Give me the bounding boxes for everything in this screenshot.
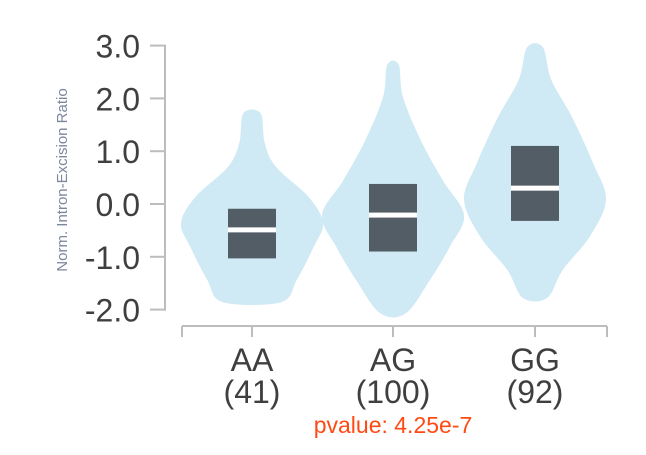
median-line-ag bbox=[369, 212, 417, 218]
median-line-gg bbox=[511, 185, 559, 191]
box-ag bbox=[369, 183, 417, 252]
box-gg bbox=[511, 145, 559, 221]
violins bbox=[180, 43, 607, 318]
x-count-label: (92) bbox=[507, 374, 564, 410]
y-tick-label: 0.0 bbox=[96, 187, 140, 223]
median-line-aa bbox=[228, 227, 276, 233]
x-tick-label: AA bbox=[231, 342, 274, 378]
pvalue-annotation: pvalue: 4.25e-7 bbox=[314, 412, 473, 438]
violin-aa bbox=[180, 109, 324, 305]
y-tick-label: 2.0 bbox=[96, 81, 140, 117]
x-count-label: (41) bbox=[224, 374, 281, 410]
x-tick-label: AG bbox=[370, 342, 416, 378]
y-tick-label: 1.0 bbox=[96, 134, 140, 170]
x-tick-label: GG bbox=[510, 342, 560, 378]
y-axis: 3.0 2.0 1.0 0.0 -1.0 -2.0 bbox=[85, 29, 166, 329]
x-axis: AA(41) AG(100) GG(92) bbox=[181, 325, 608, 410]
box-aa bbox=[228, 208, 276, 259]
y-tick-label: 3.0 bbox=[96, 29, 140, 65]
y-tick-label: -2.0 bbox=[85, 293, 140, 329]
y-axis-label: Norm. Intron-Excision Ratio bbox=[54, 88, 71, 271]
y-tick-label: -1.0 bbox=[85, 240, 140, 276]
x-count-label: (100) bbox=[356, 374, 431, 410]
